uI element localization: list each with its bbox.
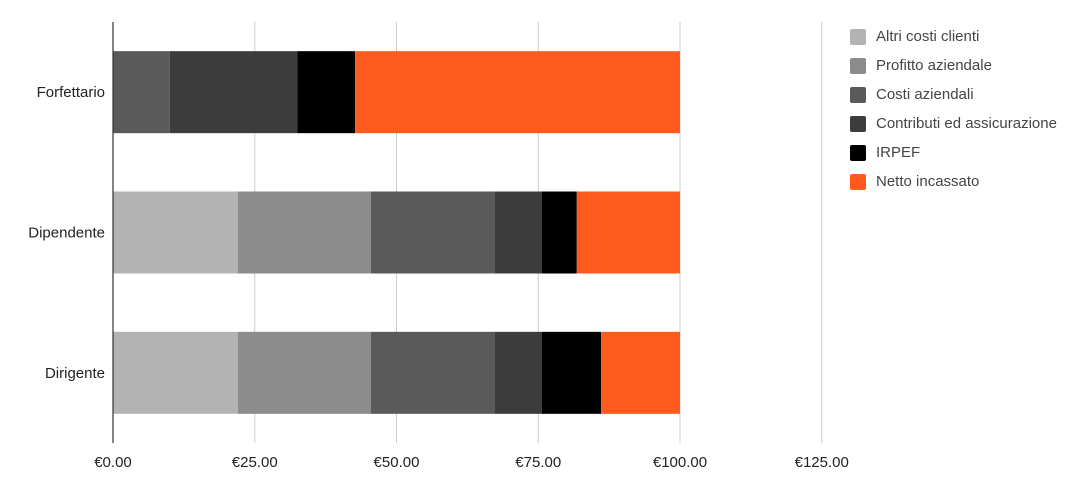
legend-swatch — [850, 173, 866, 190]
y-category-label: Forfettario — [37, 84, 105, 101]
bars — [113, 51, 680, 414]
bar-segment — [113, 51, 170, 134]
bar-segment — [370, 191, 495, 274]
legend-item: Altri costi clienti — [850, 22, 1057, 51]
y-category-label: Dipendente — [28, 225, 105, 242]
bar-segment — [297, 51, 356, 134]
x-tick-label: €0.00 — [94, 454, 132, 471]
bar-segment — [576, 191, 680, 274]
bar-segment — [541, 331, 602, 414]
legend-item: Profitto aziendale — [850, 51, 1057, 80]
legend-swatch — [850, 144, 866, 161]
bar-segment — [541, 191, 577, 274]
legend-item: Contributi ed assicurazione — [850, 109, 1057, 138]
legend-swatch — [850, 86, 866, 103]
y-category-label: Dirigente — [45, 365, 105, 382]
legend-swatch — [850, 115, 866, 132]
legend-label: Costi aziendali — [876, 86, 974, 103]
bar-segment — [601, 331, 680, 414]
bar-segment — [237, 331, 371, 414]
bar-segment — [370, 331, 495, 414]
legend-swatch — [850, 28, 866, 45]
bar-segment — [113, 331, 238, 414]
bar-segment — [169, 51, 298, 134]
axes: €0.00 €25.00 €50.00 €75.00 €100.00 €125.00 For… — [28, 22, 849, 471]
legend-label: Profitto aziendale — [876, 57, 992, 74]
bar-segment — [494, 331, 542, 414]
bar-segment — [237, 191, 371, 274]
x-tick-label: €50.00 — [374, 454, 420, 471]
legend-swatch — [850, 57, 866, 74]
legend-item: Costi aziendali — [850, 80, 1057, 109]
legend-label: Altri costi clienti — [876, 28, 980, 45]
legend-item: IRPEF — [850, 138, 1057, 167]
legend-item: Netto incassato — [850, 167, 1057, 196]
x-tick-label: €75.00 — [515, 454, 561, 471]
x-tick-label: €100.00 — [653, 454, 707, 471]
legend: Altri costi clienti Profitto aziendale Cos… — [850, 22, 1057, 196]
bar-segment — [113, 191, 238, 274]
bar-segment — [355, 51, 680, 134]
x-tick-label: €25.00 — [232, 454, 278, 471]
legend-label: Netto incassato — [876, 173, 980, 190]
bar-segment — [494, 191, 542, 274]
x-tick-label: €125.00 — [795, 454, 849, 471]
legend-label: Contributi ed assicurazione — [876, 115, 1057, 132]
legend-label: IRPEF — [876, 144, 921, 161]
